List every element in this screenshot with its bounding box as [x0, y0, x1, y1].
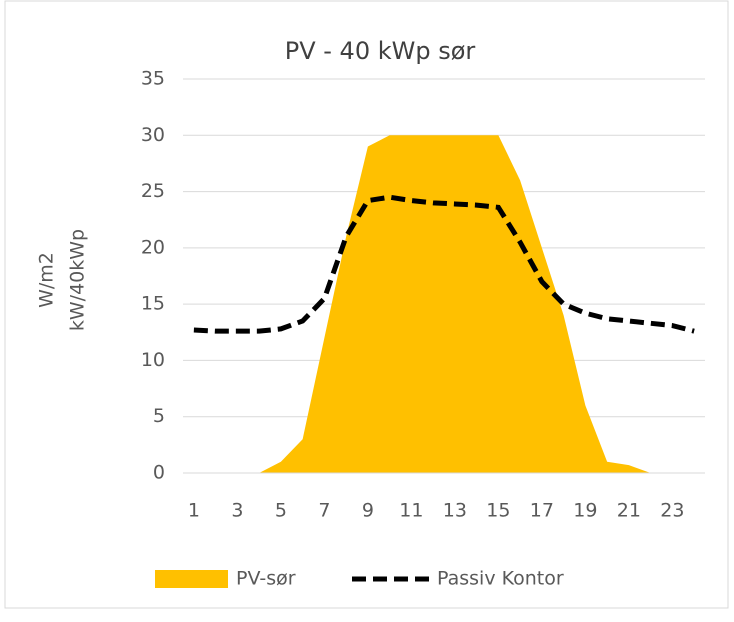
y-tick-label: 25 [141, 180, 165, 202]
x-tick-label: 13 [443, 500, 467, 522]
y-tick-label: 30 [141, 124, 165, 146]
legend-label: Passiv Kontor [437, 568, 564, 590]
y-axis-label: W/m2 [36, 252, 58, 308]
line [193, 194, 695, 334]
x-tick-label: 17 [530, 500, 554, 522]
chart-title: PV - 40 kWp sør [285, 37, 476, 65]
x-tick-label: 5 [275, 500, 287, 522]
y-tick-label: 5 [153, 405, 165, 427]
y-tick-label: 20 [141, 236, 165, 258]
y-tick-label: 10 [141, 349, 165, 371]
y-axis-label: kW/40kWp [67, 229, 89, 331]
y-tick-label: 35 [141, 68, 165, 90]
legend-swatch [155, 570, 228, 588]
x-tick-label: 1 [188, 500, 200, 522]
area [193, 135, 695, 474]
x-tick-label: 7 [318, 500, 330, 522]
y-tick-label: 0 [153, 462, 165, 484]
x-tick-label: 15 [486, 500, 510, 522]
y-tick-label: 15 [141, 293, 165, 315]
x-tick-label: 19 [573, 500, 597, 522]
x-tick-label: 11 [399, 500, 423, 522]
legend-label: PV-sør [236, 568, 296, 590]
x-tick-label: 9 [362, 500, 374, 522]
x-tick-label: 23 [660, 500, 684, 522]
x-tick-label: 21 [617, 500, 641, 522]
x-tick-label: 3 [231, 500, 243, 522]
